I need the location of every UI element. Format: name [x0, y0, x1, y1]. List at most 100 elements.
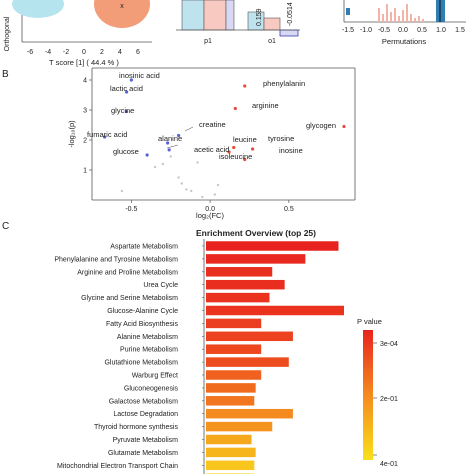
point-label-glucose: glucose	[113, 147, 139, 156]
enrichment-label: Aspartate Metabolism	[110, 244, 178, 251]
volcano-ylabel: -log₁₀(p)	[67, 120, 76, 148]
perm-xtick-3: 0.0	[398, 27, 408, 34]
enrichment-label: Urea Cycle	[143, 282, 178, 289]
enrichment-label: Glycine and Serine Metabolism	[81, 295, 178, 302]
point-glucose	[145, 153, 149, 157]
enrichment-label: Pyruvate Metabolism	[113, 437, 179, 444]
point-label-inosine: inosine	[279, 146, 303, 155]
perm-xlabel: Permutations	[382, 37, 426, 46]
enrichment-label: Galactose Metabolism	[109, 398, 178, 405]
enrichment-label: Arginine and Proline Metabolism	[77, 269, 178, 276]
point-creatine	[177, 133, 181, 138]
point-glycogen	[342, 124, 346, 129]
perm-bar	[386, 4, 388, 22]
perm-bar	[398, 16, 400, 22]
enrichment-label: Gluconeogenesis	[124, 385, 179, 392]
perm-bar	[406, 4, 408, 22]
point-lactic-acid	[125, 90, 129, 94]
bar-o1-b	[263, 17, 281, 31]
bar-cat-0: p1	[204, 38, 212, 45]
score-xtick-0: -6	[27, 49, 33, 56]
point-inosinic-acid	[129, 78, 133, 82]
point-ns	[201, 195, 204, 199]
legend-tick-2: 4e-01	[380, 461, 398, 468]
enrichment-bar	[206, 267, 273, 277]
point-alanine	[165, 141, 170, 145]
point-label-alanine: alanine	[158, 134, 182, 143]
leader-creatine	[184, 126, 194, 132]
panel-c: C Enrichment Overview (top 25) Aspartate…	[2, 221, 398, 474]
enrichment-bar	[206, 254, 306, 264]
perm-xtick-2: -0.5	[378, 27, 390, 34]
point-phenylalanin	[243, 84, 247, 88]
point-ns	[213, 193, 217, 196]
perm-bar	[382, 14, 384, 22]
enrichment-label: Thyroid hormone synthesis	[94, 424, 179, 431]
enrichment-bar	[206, 408, 293, 419]
point-label-inosinic-acid: inosinic acid	[119, 71, 160, 80]
enrichment-label: Glutamate Metabolism	[108, 450, 178, 457]
group1-ellipse	[12, 0, 64, 18]
point-ns	[120, 189, 124, 193]
score-plot: x -6 -4 -2 0 2 4 6 T score [1] ( 44.4 % …	[4, 0, 152, 67]
volcano-ytick-label: 1	[83, 168, 87, 175]
point-ns	[180, 182, 183, 185]
score-xtick-5: 4	[118, 49, 122, 56]
point-label-leucine: leucine	[233, 135, 257, 144]
legend-tick-0: 3e-04	[380, 341, 398, 348]
volcano-xtick-label: 0.5	[284, 206, 294, 213]
perm-bar	[394, 8, 396, 22]
point-label-acetic-acid: acetic acid	[194, 145, 229, 154]
perm-bar	[414, 18, 416, 22]
enrichment-label: Lactose Degradation	[113, 411, 178, 418]
panel-c-letter: C	[2, 221, 9, 232]
score-xtick-2: -2	[63, 49, 69, 56]
point-leucine	[232, 145, 236, 150]
enrichment-bar	[206, 383, 256, 393]
enrichment-bar	[206, 460, 255, 471]
enrichment-bar	[206, 434, 252, 445]
bar-cat-1: o1	[268, 38, 276, 45]
enrichment-bar	[206, 305, 344, 316]
panel-b: B -0.5 0.0 0.5 1 2 3 4 inosinic acid lactic ac…	[2, 67, 356, 220]
point-label-arginine: arginine	[252, 101, 279, 110]
point-label-glycogen: glycogen	[306, 121, 336, 130]
perm-mark-left	[346, 8, 350, 15]
perm-xtick-1: -1.0	[360, 27, 372, 34]
volcano-xtick-label: 0.0	[205, 206, 215, 213]
point-glycine	[125, 109, 129, 114]
perm-xtick-6: 1.5	[455, 27, 465, 34]
enrichment-bar	[206, 331, 293, 342]
score-ylabel: Orthogonal	[4, 16, 11, 51]
volcano-xtick-label: -0.5	[125, 206, 137, 213]
point-ns	[169, 155, 172, 158]
bar-value-1: -0.0514	[287, 2, 294, 26]
bar-p1-b	[203, 0, 227, 31]
enrichment-bar	[206, 279, 285, 290]
point-inosine	[243, 157, 247, 162]
point-label-lactic-acid: lactic acid	[110, 84, 143, 93]
point-label-fumaric-acid: fumaric acid	[87, 130, 127, 139]
perm-bar	[378, 8, 380, 22]
enrichment-label: Purine Metabolism	[120, 347, 178, 354]
legend-title: P value	[357, 317, 382, 326]
bar-value-0: 0.159	[256, 8, 263, 26]
point-label-creatine: creatine	[199, 120, 226, 129]
score-xtick-4: 2	[100, 49, 104, 56]
perm-xtick-0: -1.5	[342, 27, 354, 34]
volcano-leaders	[166, 126, 194, 149]
enrichment-bar	[206, 370, 262, 380]
enrichment-bar	[206, 396, 255, 406]
enrichment-label: Phenylalanine and Tyrosine Metabolism	[54, 256, 178, 263]
point-ns	[185, 188, 188, 191]
group2-ellipse	[94, 0, 150, 28]
volcano-labels: inosinic acid lactic acid glycine fumari…	[87, 71, 336, 161]
perm-xtick-4: 0.5	[417, 27, 427, 34]
score-xtick-6: 6	[136, 49, 140, 56]
enrichment-label: Glutathione Metabolism	[104, 360, 178, 367]
legend-colorbar	[363, 330, 373, 460]
enrichment-label: Warburg Effect	[132, 373, 178, 380]
enrichment-bar	[206, 357, 289, 367]
volcano-xlabel: log₂(FC)	[196, 211, 224, 220]
